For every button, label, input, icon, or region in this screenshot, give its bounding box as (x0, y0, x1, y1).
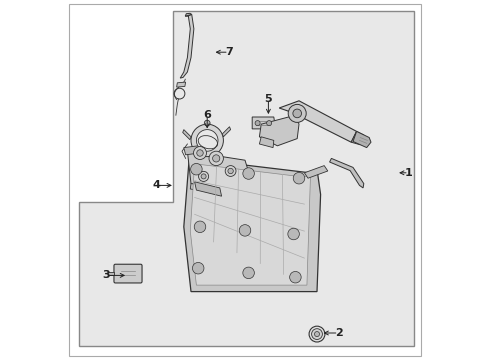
Circle shape (194, 147, 206, 159)
Circle shape (312, 329, 322, 339)
Circle shape (196, 130, 218, 151)
Polygon shape (252, 117, 275, 129)
Circle shape (209, 151, 223, 166)
Circle shape (204, 120, 210, 126)
Circle shape (315, 332, 319, 337)
Text: 3: 3 (102, 270, 110, 280)
Text: 4: 4 (153, 180, 161, 190)
Circle shape (288, 104, 306, 122)
Circle shape (243, 168, 254, 179)
Circle shape (194, 221, 206, 233)
Circle shape (267, 121, 271, 126)
Circle shape (197, 150, 203, 156)
Circle shape (239, 225, 251, 236)
Polygon shape (176, 82, 186, 87)
Circle shape (255, 121, 260, 126)
Circle shape (293, 172, 305, 184)
Polygon shape (185, 13, 192, 16)
Circle shape (193, 262, 204, 274)
Polygon shape (184, 158, 320, 292)
Polygon shape (353, 131, 371, 148)
Circle shape (243, 267, 254, 279)
Circle shape (293, 109, 301, 118)
Circle shape (191, 163, 202, 175)
Text: 6: 6 (203, 110, 211, 120)
Text: 1: 1 (405, 168, 413, 178)
Circle shape (228, 168, 233, 174)
FancyBboxPatch shape (114, 264, 142, 283)
Polygon shape (330, 158, 364, 188)
Polygon shape (259, 137, 274, 148)
Polygon shape (259, 115, 299, 146)
Circle shape (198, 171, 209, 181)
Text: 5: 5 (265, 94, 272, 104)
Circle shape (288, 228, 299, 240)
Polygon shape (351, 131, 364, 145)
Polygon shape (108, 272, 114, 275)
Circle shape (309, 326, 325, 342)
PathPatch shape (79, 11, 414, 346)
Polygon shape (304, 166, 328, 178)
Circle shape (213, 155, 220, 162)
Circle shape (225, 166, 236, 176)
Polygon shape (195, 182, 221, 196)
Polygon shape (190, 184, 248, 198)
Circle shape (201, 174, 206, 179)
Polygon shape (184, 146, 200, 155)
Circle shape (290, 271, 301, 283)
Polygon shape (279, 101, 357, 142)
Text: 2: 2 (335, 328, 343, 338)
Polygon shape (183, 130, 191, 140)
Polygon shape (180, 14, 194, 78)
Circle shape (191, 124, 223, 157)
Polygon shape (222, 127, 231, 137)
Polygon shape (190, 164, 311, 285)
Polygon shape (187, 151, 252, 193)
Text: 7: 7 (225, 47, 233, 57)
